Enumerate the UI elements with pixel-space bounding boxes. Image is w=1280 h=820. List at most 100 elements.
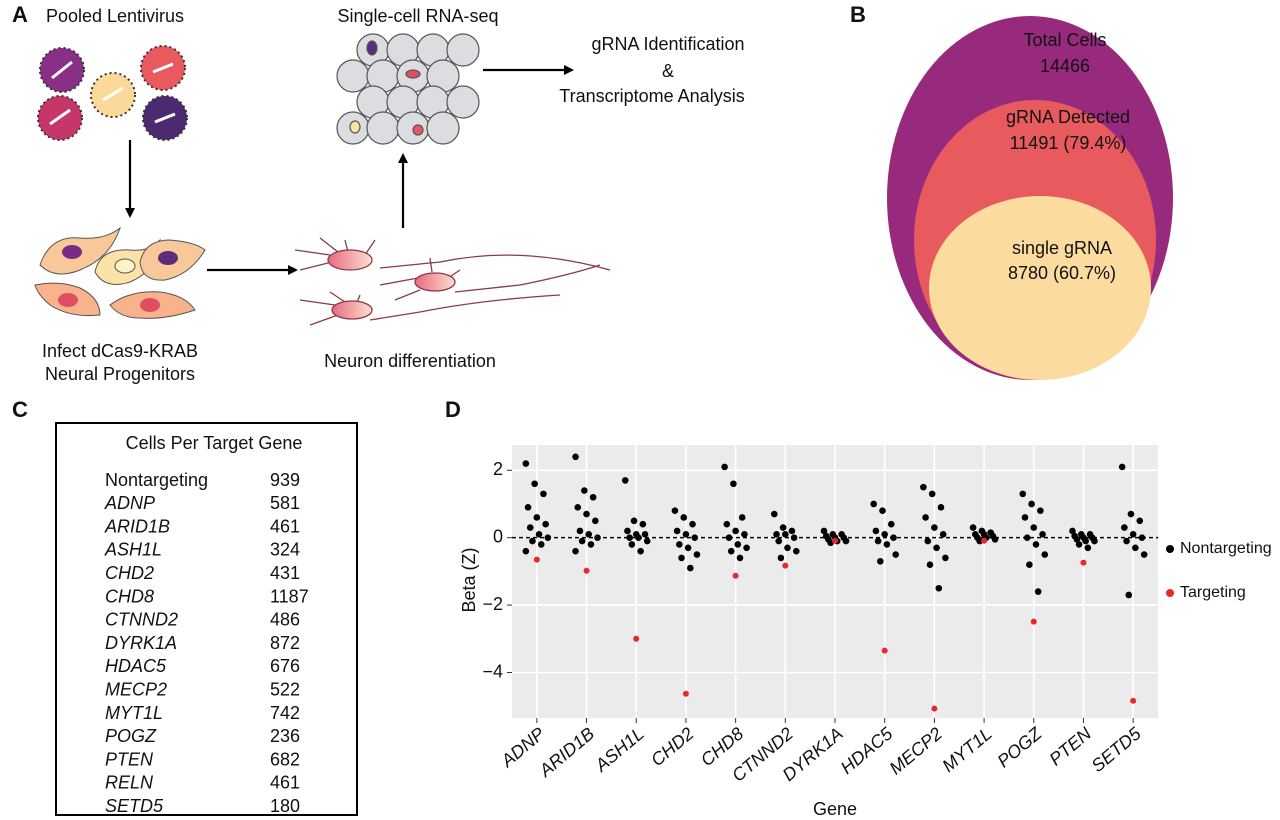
differentiation: Neuron differentiation <box>324 351 496 371</box>
row-count: 180 <box>270 796 300 816</box>
point <box>939 531 947 538</box>
legend-swatch <box>1166 589 1174 597</box>
total-label: Total Cells <box>1023 30 1106 50</box>
row-name: ARID1B <box>104 516 170 536</box>
cell-grid <box>336 33 480 145</box>
point <box>691 534 699 541</box>
point <box>790 534 798 541</box>
row-count: 1187 <box>270 586 309 606</box>
point <box>782 562 789 569</box>
x-tick-label: MECP2 <box>886 723 946 778</box>
point <box>1021 514 1029 521</box>
point <box>537 541 545 548</box>
point <box>1019 490 1027 498</box>
row-count: 682 <box>270 749 300 769</box>
point <box>682 690 689 697</box>
point <box>522 460 530 467</box>
point <box>1026 561 1033 568</box>
point <box>621 477 629 484</box>
point <box>576 527 584 535</box>
point <box>771 510 778 518</box>
point <box>784 544 791 552</box>
point <box>641 531 649 538</box>
point <box>876 557 884 565</box>
legend-label: Nontargeting <box>1180 540 1272 557</box>
point <box>1140 551 1148 558</box>
point <box>779 524 787 531</box>
point <box>524 504 532 511</box>
x-tick-label: ASH1L <box>591 723 648 776</box>
point <box>721 463 728 471</box>
point <box>1127 510 1135 518</box>
table-title: Cells Per Target Gene <box>126 433 303 453</box>
point <box>1037 507 1044 515</box>
panel-label: D <box>445 397 461 422</box>
y-tick-label: −2 <box>482 594 503 614</box>
row-name: SETD5 <box>105 796 164 816</box>
point <box>887 520 895 528</box>
point <box>832 537 838 544</box>
point <box>1080 559 1087 566</box>
point <box>671 507 679 515</box>
point <box>1034 588 1042 595</box>
row-count: 581 <box>270 493 300 513</box>
row-name: PTEN <box>105 749 154 769</box>
panel-label: A <box>12 2 28 27</box>
point <box>1084 544 1092 552</box>
point <box>637 547 644 555</box>
single-circle <box>929 196 1151 380</box>
row-name: HDAC5 <box>105 656 167 676</box>
y-tick-label: 2 <box>493 459 503 479</box>
legend-swatch <box>1166 545 1174 553</box>
row-count: 461 <box>270 773 300 793</box>
point <box>782 531 789 538</box>
point <box>635 534 642 541</box>
point <box>777 554 785 562</box>
point <box>643 537 651 545</box>
row-count: 522 <box>270 679 300 699</box>
point <box>969 524 977 531</box>
point <box>581 487 588 494</box>
point <box>883 541 891 548</box>
point <box>578 537 586 545</box>
point <box>633 635 640 642</box>
total-value: 14466 <box>1040 56 1090 76</box>
point <box>1030 618 1037 625</box>
point <box>574 504 582 511</box>
point <box>628 541 636 548</box>
point <box>522 547 530 555</box>
point <box>773 531 780 538</box>
point <box>730 480 737 488</box>
y-axis-label: Beta (Z) <box>459 547 479 612</box>
point <box>533 556 540 563</box>
point <box>933 544 940 552</box>
x-tick-label: POGZ <box>993 723 1046 772</box>
point <box>1082 537 1089 545</box>
point <box>732 572 739 579</box>
point <box>1032 541 1040 548</box>
infect-line: Neural Progenitors <box>45 364 195 384</box>
point <box>526 524 534 531</box>
point <box>920 483 927 491</box>
point <box>535 531 543 538</box>
analysis-line: & <box>662 61 674 81</box>
point <box>1039 531 1046 538</box>
point <box>942 554 949 562</box>
point <box>1130 697 1137 704</box>
analysis-line: Transcriptome Analysis <box>559 86 744 106</box>
progenitors <box>34 226 206 319</box>
point <box>1091 537 1098 545</box>
point <box>727 547 735 555</box>
point <box>870 500 877 508</box>
point <box>743 544 750 552</box>
single-value: 8780 (60.7%) <box>1008 263 1116 283</box>
point <box>981 537 988 544</box>
analysis-line: gRNA Identification <box>591 34 744 54</box>
row-name: MYT1L <box>105 703 163 723</box>
point <box>583 567 590 574</box>
row-name: CHD2 <box>105 563 154 583</box>
viruses <box>37 45 188 141</box>
x-axis-label: Gene <box>813 799 857 819</box>
point <box>585 531 593 538</box>
point <box>680 514 688 521</box>
